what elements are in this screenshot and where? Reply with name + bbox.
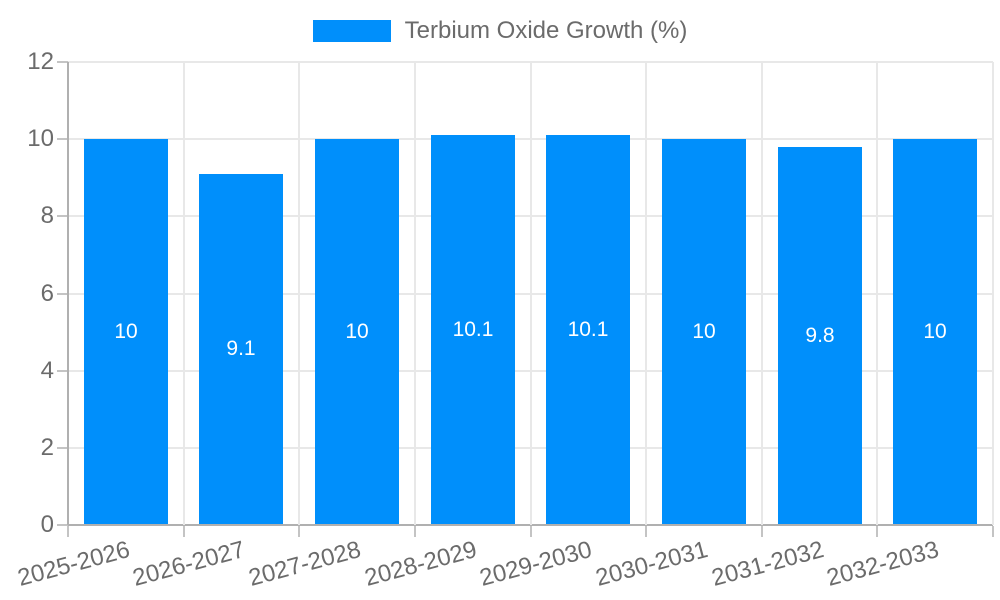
bar[interactable]: 9.8 bbox=[778, 147, 862, 524]
y-tick-label: 2 bbox=[40, 434, 54, 461]
y-tick-mark bbox=[57, 215, 68, 217]
x-tick-label: 2030-2031 bbox=[592, 536, 711, 592]
x-tick-mark bbox=[876, 526, 878, 537]
bar[interactable]: 10.1 bbox=[431, 135, 515, 524]
v-gridline bbox=[992, 62, 994, 525]
y-tick-label: 6 bbox=[40, 280, 54, 307]
v-gridline bbox=[761, 62, 763, 525]
legend-swatch-icon bbox=[312, 20, 391, 42]
y-tick-label: 0 bbox=[40, 511, 54, 538]
x-tick-mark bbox=[761, 526, 763, 537]
y-tick-mark bbox=[57, 524, 68, 526]
x-tick-label: 2026-2027 bbox=[129, 536, 248, 592]
y-tick-label: 8 bbox=[40, 202, 54, 229]
bar[interactable]: 9.1 bbox=[199, 174, 283, 524]
x-tick-mark bbox=[530, 526, 532, 537]
y-tick-mark bbox=[57, 447, 68, 449]
bar-value-label: 9.1 bbox=[226, 337, 256, 360]
legend-item[interactable]: Terbium Oxide Growth (%) bbox=[312, 17, 688, 45]
bar[interactable]: 10 bbox=[662, 139, 746, 524]
x-tick-mark bbox=[414, 526, 416, 537]
x-tick-mark bbox=[992, 526, 994, 537]
x-tick-label: 2028-2029 bbox=[361, 536, 480, 592]
legend-label: Terbium Oxide Growth (%) bbox=[404, 17, 688, 44]
x-tick-label: 2029-2030 bbox=[476, 536, 595, 592]
bar-value-label: 10 bbox=[692, 319, 716, 343]
y-tick-mark bbox=[57, 61, 68, 63]
y-axis-line bbox=[67, 62, 69, 525]
x-axis-line bbox=[68, 524, 993, 526]
bar[interactable]: 10 bbox=[84, 139, 168, 524]
bar-value-label: 10.1 bbox=[567, 317, 609, 341]
v-gridline bbox=[183, 62, 185, 525]
bar-value-label: 10 bbox=[923, 319, 947, 343]
y-tick-mark bbox=[57, 138, 68, 140]
x-tick-label: 2027-2028 bbox=[245, 536, 364, 592]
v-gridline bbox=[876, 62, 878, 525]
v-gridline bbox=[645, 62, 647, 525]
x-tick-mark bbox=[298, 526, 300, 537]
legend: Terbium Oxide Growth (%) bbox=[0, 17, 1000, 45]
y-tick-label: 12 bbox=[27, 48, 54, 75]
x-tick-mark bbox=[645, 526, 647, 537]
x-tick-label: 2031-2032 bbox=[708, 536, 827, 592]
bar-value-label: 10 bbox=[114, 319, 138, 343]
y-tick-label: 10 bbox=[27, 125, 54, 152]
x-tick-label: 2032-2033 bbox=[823, 536, 942, 592]
y-tick-mark bbox=[57, 293, 68, 295]
y-tick-mark bbox=[57, 370, 68, 372]
bar-value-label: 9.8 bbox=[805, 323, 835, 347]
bar[interactable]: 10 bbox=[315, 139, 399, 524]
x-tick-mark bbox=[67, 526, 69, 537]
bar[interactable]: 10.1 bbox=[546, 135, 630, 524]
v-gridline bbox=[298, 62, 300, 525]
y-tick-label: 4 bbox=[40, 357, 54, 384]
x-tick-label: 2025-2026 bbox=[14, 536, 133, 592]
v-gridline bbox=[414, 62, 416, 525]
bar[interactable]: 10 bbox=[893, 139, 977, 524]
bar-value-label: 10 bbox=[345, 319, 369, 343]
x-tick-mark bbox=[183, 526, 185, 537]
bar-value-label: 10.1 bbox=[452, 317, 494, 341]
v-gridline bbox=[530, 62, 532, 525]
